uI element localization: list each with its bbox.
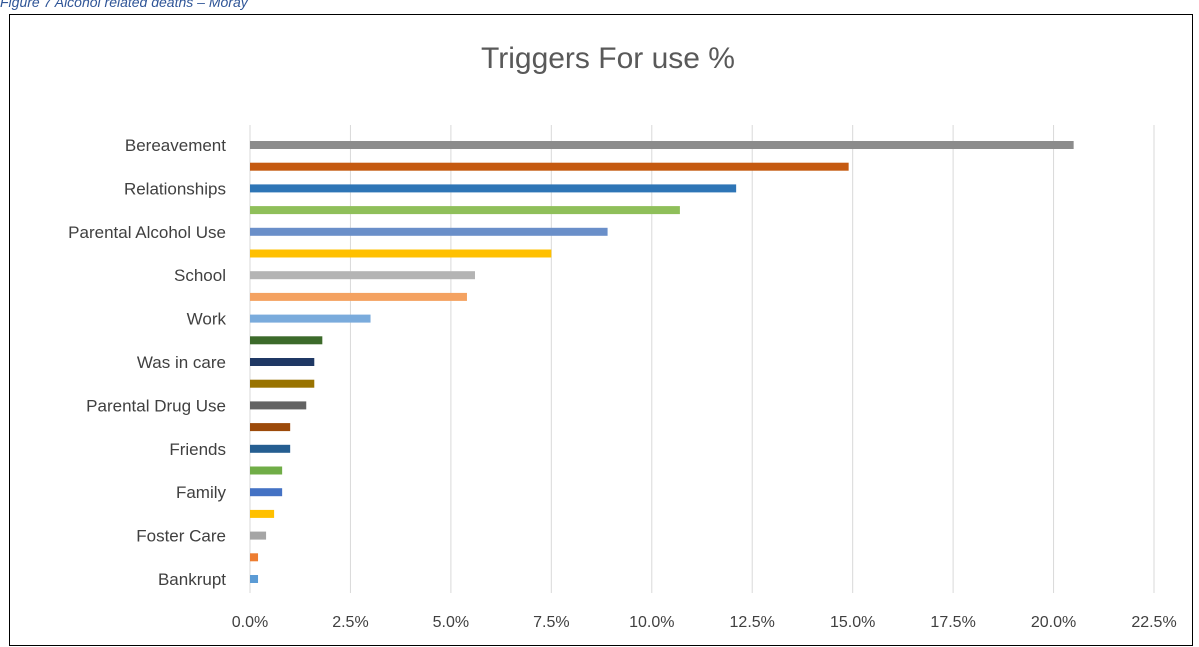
bar: [250, 379, 315, 388]
category-label: Was in care: [137, 353, 226, 372]
category-label: Parental Alcohol Use: [68, 223, 226, 242]
bar: [250, 141, 1074, 149]
x-tick-label: 17.5%: [930, 614, 975, 631]
category-label: Bereavement: [125, 136, 226, 155]
bar: [250, 336, 323, 345]
bar: [250, 227, 608, 236]
category-label: Work: [187, 310, 227, 329]
bar: [250, 466, 283, 475]
category-label: Family: [176, 483, 227, 502]
category-labels: Bereavement Relationships Parental Alcohol…: [68, 136, 226, 589]
x-tick-label: 2.5%: [332, 614, 368, 631]
bars: [250, 141, 1074, 583]
figure-caption: Figure 7 Alcohol related deaths – Moray: [0, 0, 248, 10]
bar: [250, 553, 259, 562]
x-tick-label: 22.5%: [1131, 614, 1176, 631]
x-tick-label: 7.5%: [533, 614, 569, 631]
bar: [250, 249, 552, 258]
bar: [250, 358, 315, 366]
chart-title: Triggers For use %: [481, 42, 735, 75]
bar: [250, 206, 680, 215]
category-label: School: [174, 266, 226, 285]
chart-frame: Triggers For use % Bereavement Relationsh…: [9, 14, 1193, 646]
grid-lines: [249, 125, 1155, 593]
category-label: Relationships: [124, 179, 226, 198]
x-tick-label: 12.5%: [730, 614, 775, 631]
bar: [250, 488, 283, 497]
bar: [250, 509, 275, 518]
bar: [250, 575, 259, 583]
bar: [250, 184, 737, 193]
bar: [250, 162, 849, 171]
x-tick-label: 20.0%: [1031, 614, 1076, 631]
bar: [250, 292, 467, 301]
x-tick-label: 0.0%: [232, 614, 268, 631]
x-tick-labels: 0.0% 2.5% 5.0% 7.5% 10.0% 12.5% 15.0% 17.5% 20.0…: [232, 614, 1177, 631]
bar: [250, 314, 371, 323]
bar: [250, 531, 267, 540]
category-label: Friends: [169, 440, 226, 459]
x-tick-label: 15.0%: [830, 614, 875, 631]
bar: [250, 401, 307, 410]
bar: [250, 444, 291, 453]
category-label: Foster Care: [136, 527, 226, 546]
bar: [250, 271, 475, 280]
x-tick-label: 5.0%: [433, 614, 469, 631]
category-label: Bankrupt: [158, 570, 226, 589]
bar: [250, 423, 291, 432]
x-tick-label: 10.0%: [629, 614, 674, 631]
bar-chart: Triggers For use % Bereavement Relationsh…: [68, 42, 1177, 631]
category-label: Parental Drug Use: [86, 396, 226, 415]
